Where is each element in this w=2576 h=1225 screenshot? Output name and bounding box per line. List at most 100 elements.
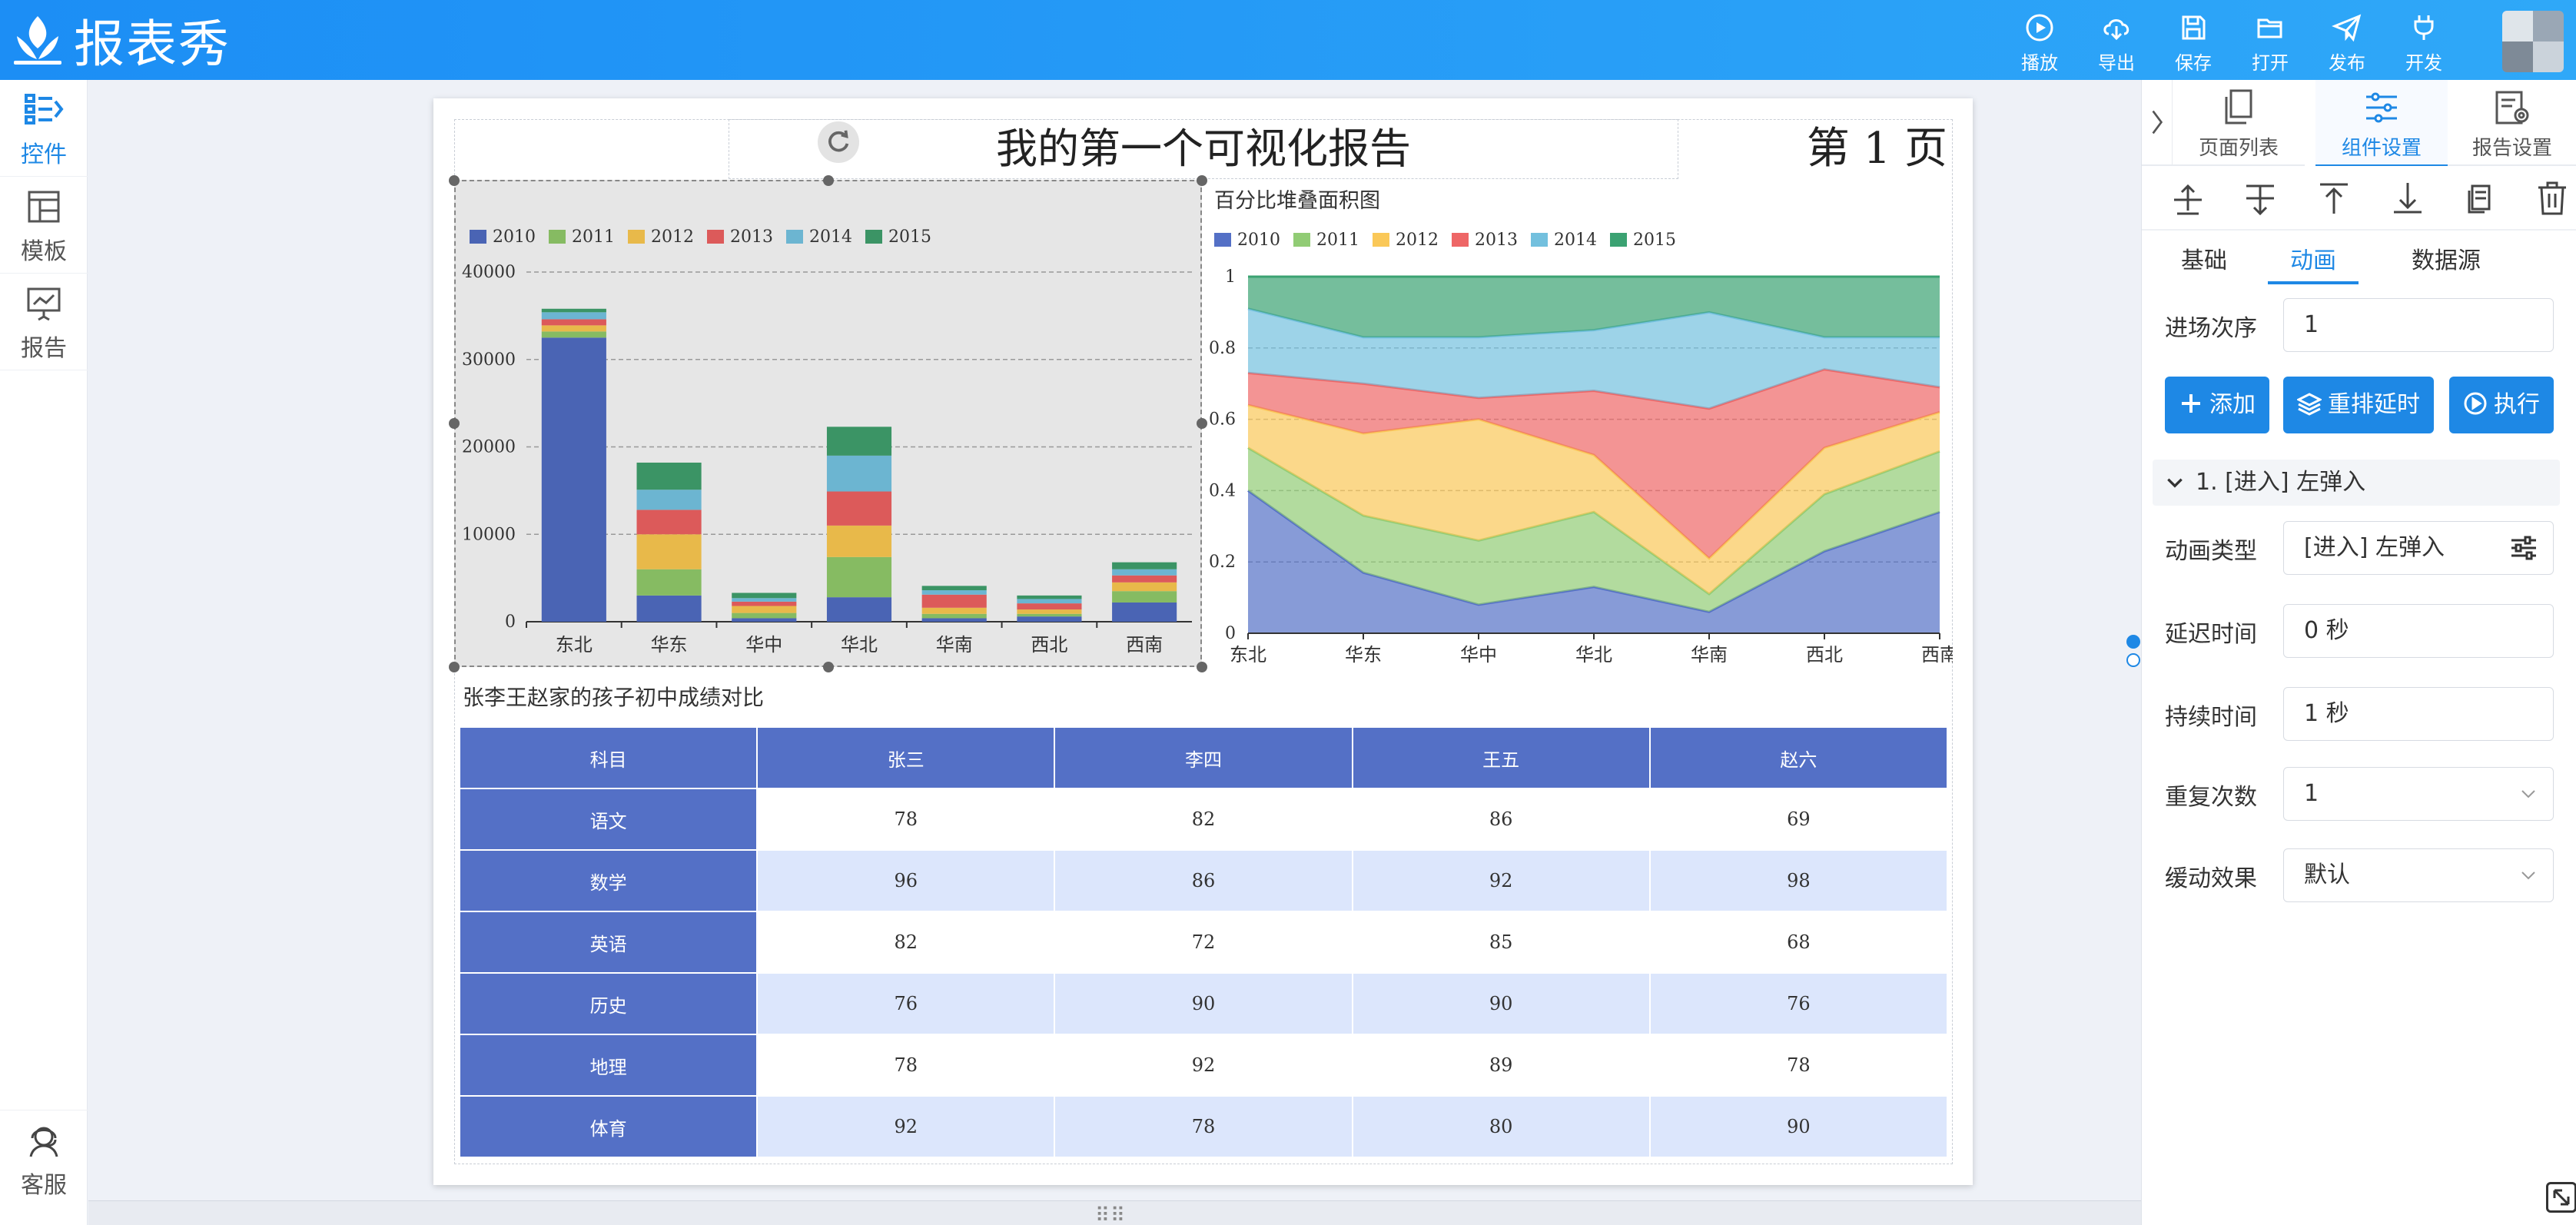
divider — [2142, 229, 2576, 231]
anim-type-select[interactable]: [进入] 左弹入 — [2283, 521, 2554, 575]
nav-item-controls[interactable]: 控件 — [0, 80, 88, 177]
run-animation-button[interactable]: 执行 — [2449, 377, 2554, 433]
align-top-icon[interactable] — [2166, 177, 2209, 220]
bar-chart-component[interactable]: 2010 2011 2012 2013 2014 2015 0 10000 20000 30000… — [454, 180, 1202, 667]
resize-handle-tr[interactable] — [1197, 175, 1207, 186]
y-tick-label: 0 — [1225, 624, 1236, 643]
x-tick-label: 西南 — [1126, 634, 1163, 656]
y-tick-label: 40000 — [462, 263, 516, 282]
legend-label: 2011 — [1316, 231, 1359, 250]
drag-grip-icon[interactable]: ⠿⠿ — [1095, 1204, 1127, 1225]
page-number[interactable]: 第 1 页 — [1806, 124, 1947, 174]
area-band — [1248, 369, 1940, 559]
bar-segment — [636, 569, 702, 596]
template-icon — [28, 191, 60, 223]
app-logo[interactable]: 报表秀 — [11, 6, 231, 74]
area-band — [1248, 277, 1940, 337]
rotate-icon — [828, 130, 849, 152]
plug-icon — [2414, 15, 2434, 40]
animation-item-header[interactable]: 1. [进入] 左弹入 — [2153, 460, 2560, 506]
folder-open-icon — [2257, 18, 2282, 38]
customer-service-icon — [29, 1127, 58, 1157]
score-cell: 86 — [1351, 788, 1651, 851]
nav-item-templates[interactable]: 模板 — [0, 177, 88, 274]
score-cell: 90 — [1054, 972, 1353, 1035]
delete-icon[interactable] — [2531, 177, 2574, 220]
resize-handle-ml[interactable] — [449, 418, 460, 429]
x-tick-label: 华南 — [936, 634, 973, 656]
repeat-select[interactable]: 1 — [2283, 767, 2554, 821]
legend-swatch — [470, 230, 486, 244]
bar-segment — [1112, 591, 1177, 603]
resize-icon — [2553, 1189, 2570, 1206]
bring-front-icon[interactable] — [2312, 177, 2355, 220]
bar-segment — [541, 312, 606, 320]
reorder-delay-button[interactable]: 重排延时 — [2283, 377, 2434, 433]
collapse-panel-button[interactable] — [2142, 80, 2173, 166]
resize-handle-tc[interactable] — [823, 175, 834, 186]
legend-label: 2014 — [809, 227, 852, 247]
resize-corner-button[interactable] — [2546, 1182, 2576, 1213]
score-cell: 68 — [1648, 911, 1949, 974]
easing-select[interactable]: 默认 — [2283, 848, 2554, 902]
bar-segment — [826, 525, 892, 557]
copy-icon[interactable] — [2458, 177, 2501, 220]
play-button[interactable]: 播放 — [2009, 11, 2070, 74]
panel-anchor-dot[interactable] — [2126, 635, 2140, 649]
x-tick-label: 东北 — [1230, 644, 1266, 666]
percent-area-chart: 百分比堆叠面积图 2010 2011 2012 2013 2014 2015 0 0.2 0.4 0… — [1209, 189, 1958, 666]
resize-handle-tl[interactable] — [449, 175, 460, 186]
bar-segment — [541, 308, 606, 313]
subtab-animation[interactable]: 动画 — [2268, 238, 2359, 284]
left-nav: 控件 模板 报告 客服 — [0, 80, 88, 1225]
score-cell: 92 — [1054, 1034, 1353, 1097]
bar-segment — [732, 606, 797, 613]
align-middle-icon[interactable] — [2239, 177, 2282, 220]
resize-handle-bl[interactable] — [449, 662, 460, 672]
tab-page-list[interactable]: 页面列表 — [2173, 80, 2305, 166]
area-chart-component[interactable]: 百分比堆叠面积图 2010 2011 2012 2013 2014 2015 0 0.2 0.4 0… — [1209, 180, 1958, 667]
x-tick-label: 华中 — [745, 634, 782, 656]
duration-input[interactable]: 1 秒 — [2283, 687, 2554, 741]
user-avatar[interactable] — [2502, 11, 2564, 72]
add-animation-button[interactable]: 添加 — [2165, 377, 2269, 433]
save-button[interactable]: 保存 — [2163, 11, 2224, 74]
bar-segment — [732, 593, 797, 599]
table-row: 地理 78 92 89 78 — [458, 1034, 1949, 1097]
grades-table[interactable]: 科目 张三 李四 王五 赵六 语文 78 82 86 69 数学 96 86 92 98 英语 82 72 85 6… — [458, 726, 1949, 1158]
score-cell: 78 — [756, 1034, 1056, 1097]
rotate-handle[interactable] — [818, 121, 859, 163]
develop-button[interactable]: 开发 — [2393, 11, 2455, 74]
plus-icon — [2182, 393, 2200, 413]
easing-label: 缓动效果 — [2165, 865, 2257, 892]
publish-button[interactable]: 发布 — [2316, 11, 2378, 74]
bar-segment — [1017, 609, 1082, 614]
resize-handle-mr[interactable] — [1197, 418, 1207, 429]
bottom-resize-bar[interactable]: ⠿⠿ — [88, 1200, 2141, 1225]
bar-segment — [1112, 602, 1177, 622]
bar-segment — [921, 607, 987, 614]
nav-item-reports[interactable]: 报告 — [0, 274, 88, 370]
table-row: 历史 76 90 90 76 — [458, 972, 1949, 1035]
top-bar: 报表秀 播放 导出 保存 打开 发布 开发 — [0, 0, 2576, 80]
delay-input[interactable]: 0 秒 — [2283, 604, 2554, 658]
subtab-basic[interactable]: 基础 — [2181, 247, 2227, 274]
tab-component-settings[interactable]: 组件设置 — [2315, 80, 2448, 166]
tab-report-settings[interactable]: 报告设置 — [2448, 80, 2576, 166]
order-input[interactable]: 1 — [2283, 298, 2554, 352]
report-settings-icon — [2495, 91, 2529, 124]
bar-segment — [826, 427, 892, 456]
subject-cell: 历史 — [458, 972, 759, 1035]
send-back-icon[interactable] — [2386, 177, 2429, 220]
table-header-cell: 赵六 — [1648, 726, 1949, 789]
subtab-datasource[interactable]: 数据源 — [2412, 247, 2481, 274]
export-button[interactable]: 导出 — [2086, 11, 2147, 74]
panel-anchor-ring[interactable] — [2126, 653, 2140, 667]
report-title[interactable]: 我的第一个可视化报告 — [996, 124, 1411, 173]
score-cell: 69 — [1648, 788, 1949, 851]
resize-handle-br[interactable] — [1197, 662, 1207, 672]
open-button[interactable]: 打开 — [2239, 11, 2301, 74]
bar-segment — [636, 595, 702, 622]
resize-handle-bc[interactable] — [823, 662, 834, 672]
nav-item-support[interactable]: 客服 — [0, 1110, 88, 1207]
